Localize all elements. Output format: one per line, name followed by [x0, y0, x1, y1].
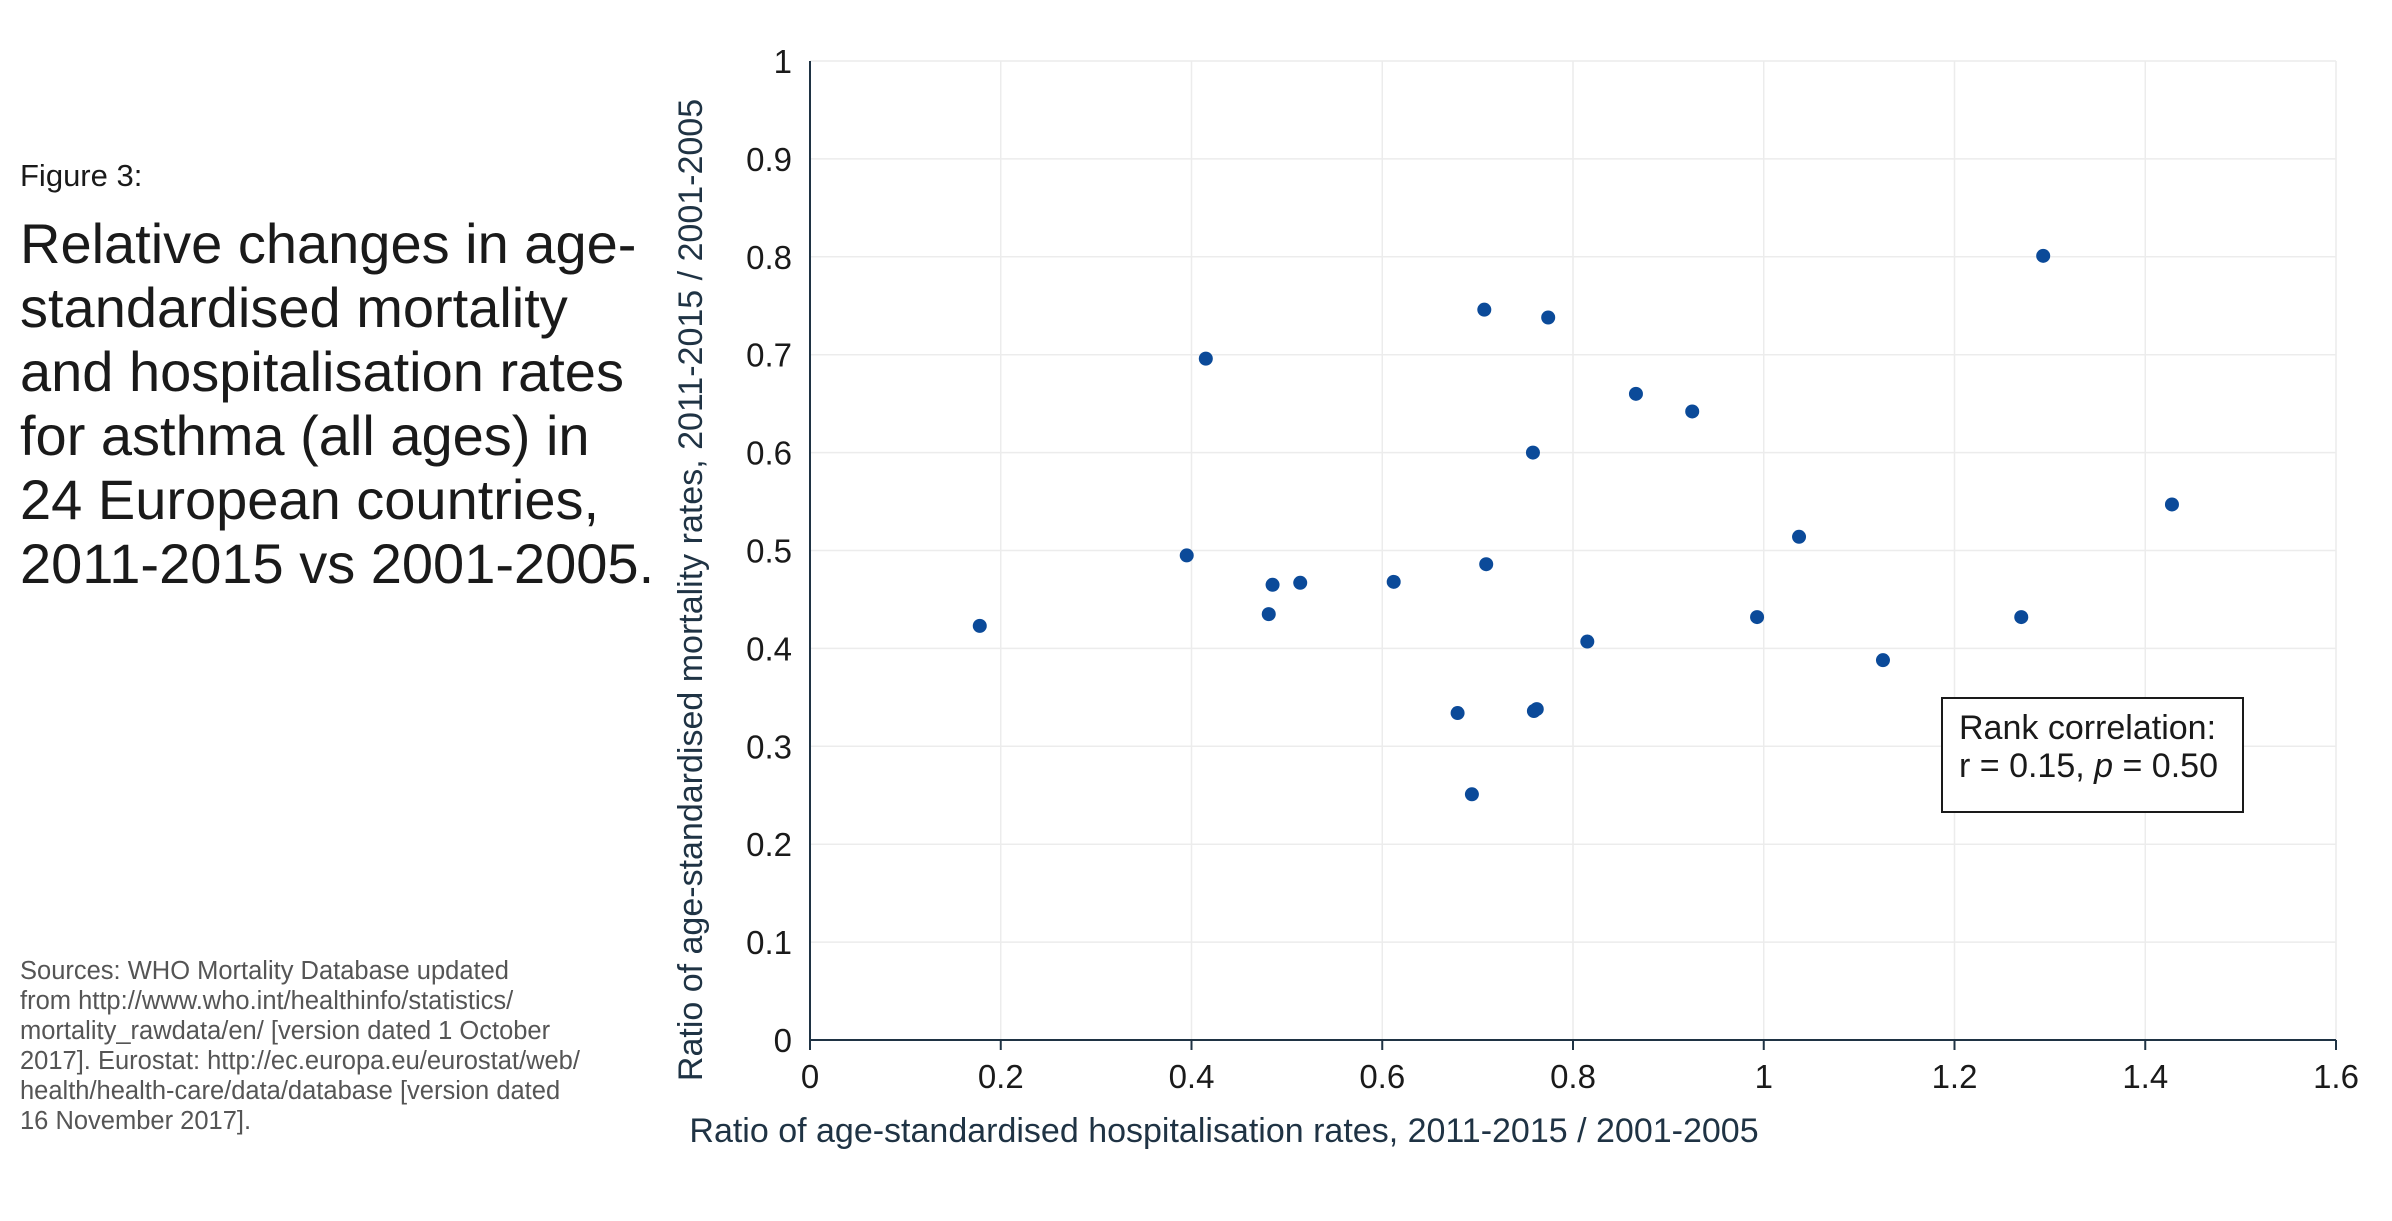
- data-point: [1179, 548, 1194, 563]
- y-tick-label: 1: [774, 43, 792, 80]
- data-point: [1525, 445, 1540, 460]
- x-tick-label: 0.4: [1169, 1058, 1215, 1095]
- x-tick-label: 0.8: [1550, 1058, 1596, 1095]
- y-tick-label: 0: [774, 1022, 792, 1059]
- y-tick-label: 0.5: [746, 533, 792, 570]
- y-tick-label: 0.6: [746, 435, 792, 472]
- x-tick-label: 1: [1755, 1058, 1773, 1095]
- data-point: [1386, 574, 1401, 589]
- data-point: [1479, 557, 1494, 572]
- x-tick-label: 0.2: [978, 1058, 1024, 1095]
- data-point: [1750, 610, 1765, 625]
- y-axis-label: Ratio of age-standardised mortality rate…: [672, 99, 710, 1081]
- x-tick-label: 1.4: [2122, 1058, 2168, 1095]
- x-axis-label: Ratio of age-standardised hospitalisatio…: [689, 1112, 1758, 1150]
- y-tick-label: 0.2: [746, 826, 792, 863]
- data-point: [1875, 653, 1890, 668]
- p-value-text: = 0.50: [2113, 747, 2218, 785]
- y-tick-label: 0.3: [746, 728, 792, 765]
- data-point: [1464, 787, 1479, 802]
- data-point: [2164, 497, 2179, 512]
- axes: [809, 61, 2337, 1050]
- r-value-text: r = 0.15,: [1959, 747, 2095, 785]
- data-point: [1628, 386, 1643, 401]
- data-point: [1261, 607, 1276, 622]
- rank-correlation-values: r = 0.15, p = 0.50: [1959, 747, 2226, 785]
- sources-note: Sources: WHO Mortality Database updated …: [20, 957, 580, 1135]
- tick-labels: 0 0.2 0.4 0.6 0.8 1 1.2 1.4 1.6 0 0.1 0.2 0.3 0.4 0.5 0…: [746, 43, 2359, 1095]
- data-point: [1293, 575, 1308, 590]
- y-tick-label: 0.9: [746, 141, 792, 178]
- data-point: [1529, 702, 1544, 717]
- rank-correlation-box: Rank correlation: r = 0.15, p = 0.50: [1941, 697, 2244, 813]
- rank-correlation-label: Rank correlation:: [1959, 709, 2217, 747]
- data-points: [972, 248, 2179, 802]
- x-tick-label: 0.6: [1359, 1058, 1405, 1095]
- y-tick-label: 0.7: [746, 337, 792, 374]
- data-point: [2036, 248, 2051, 263]
- data-point: [1580, 634, 1595, 649]
- data-point: [1450, 706, 1465, 721]
- figure-title: Relative changes in age-standardised mor…: [20, 212, 655, 595]
- x-tick-label: 1.2: [1932, 1058, 1978, 1095]
- data-point: [1265, 577, 1280, 592]
- data-point: [1198, 351, 1213, 366]
- grid-lines: [810, 60, 2337, 1040]
- data-point: [972, 618, 987, 633]
- x-tick-label: 0: [801, 1058, 819, 1095]
- data-point: [2014, 610, 2029, 625]
- data-point: [1541, 310, 1556, 325]
- data-point: [1477, 302, 1492, 317]
- data-point: [1792, 529, 1807, 544]
- y-tick-label: 0.8: [746, 239, 792, 276]
- y-tick-label: 0.4: [746, 630, 792, 667]
- p-symbol: p: [2094, 747, 2114, 785]
- x-tick-label: 1.6: [2313, 1058, 2359, 1095]
- data-point: [1685, 404, 1700, 419]
- y-tick-label: 0.1: [746, 924, 792, 961]
- figure-label: Figure 3:: [20, 158, 143, 193]
